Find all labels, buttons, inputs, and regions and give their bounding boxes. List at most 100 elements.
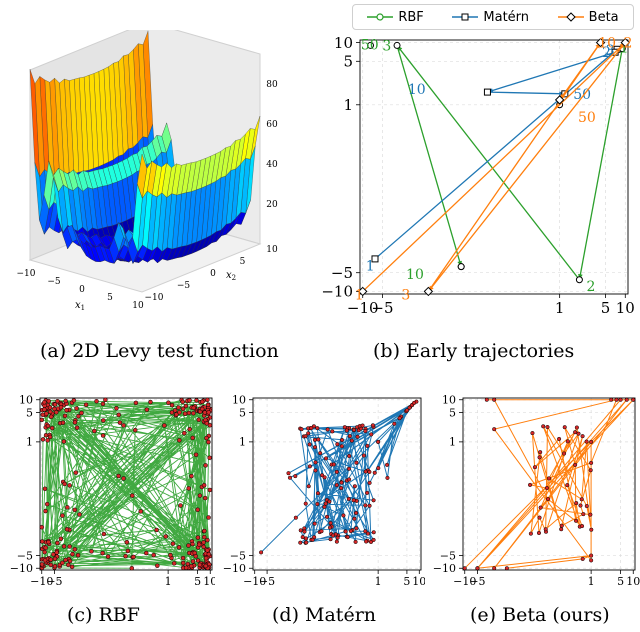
sample-point xyxy=(180,560,186,566)
sample-point xyxy=(187,398,192,403)
caption-b: (b) Early trajectories xyxy=(373,340,575,362)
sample-point xyxy=(347,434,352,439)
sample-point xyxy=(412,400,417,406)
x-tick-label: 1 xyxy=(165,575,172,588)
sample-point xyxy=(199,406,205,412)
sample-point xyxy=(187,427,192,432)
sample-point xyxy=(40,412,46,418)
sample-point xyxy=(589,553,594,558)
sample-point xyxy=(573,518,579,523)
sample-point xyxy=(293,474,298,479)
sample-point xyxy=(339,437,345,443)
sample-point xyxy=(614,397,619,402)
sample-point xyxy=(195,558,201,563)
sample-point xyxy=(624,397,629,402)
sample-point xyxy=(183,403,189,409)
sample-point xyxy=(121,423,126,428)
legend-label-rbf: RBF xyxy=(398,9,424,25)
x-tick-label: 10 xyxy=(616,299,635,317)
sample-point xyxy=(103,397,108,403)
x-tick-label: −10 xyxy=(243,575,266,588)
sample-point xyxy=(345,535,350,540)
legend-label-matern: Matérn xyxy=(483,9,530,25)
caption-a: (a) 2D Levy test function xyxy=(40,340,279,362)
sample-point xyxy=(310,537,315,542)
sample-point xyxy=(588,512,593,517)
sample-point xyxy=(60,560,65,566)
sample-point xyxy=(543,527,548,532)
sample-point xyxy=(60,420,66,425)
sample-point xyxy=(123,553,128,559)
sample-point xyxy=(205,548,210,553)
sample-point xyxy=(363,503,368,508)
sample-point xyxy=(579,497,584,502)
sample-point xyxy=(83,402,89,408)
z-tick-label: 60 xyxy=(266,120,278,130)
sample-point xyxy=(367,480,372,485)
z-tick-label: 20 xyxy=(266,200,278,210)
sample-point xyxy=(125,548,131,554)
x-tick-label: −10 xyxy=(30,575,53,588)
trajectory-segment xyxy=(362,42,626,292)
sample-point xyxy=(385,462,390,467)
sample-point xyxy=(342,425,347,430)
sample-point xyxy=(303,501,308,506)
sample-point xyxy=(532,465,538,470)
iteration-label: 10 xyxy=(406,267,424,283)
caption-e: (e) Beta (ours) xyxy=(470,604,610,626)
trajectory-segment xyxy=(396,45,462,267)
sample-point xyxy=(527,482,533,487)
x2-tick-label: 5 xyxy=(240,257,246,267)
sample-point xyxy=(330,533,336,538)
x-tick-label: −10 xyxy=(453,575,476,588)
sample-point xyxy=(44,501,50,507)
y-tick-label: 5 xyxy=(449,406,456,419)
sample-point xyxy=(190,435,195,441)
sample-point xyxy=(544,486,549,491)
sample-point xyxy=(54,410,59,415)
sample-point xyxy=(589,439,594,444)
sample-point xyxy=(312,445,317,450)
sample-point xyxy=(559,523,564,528)
y-tick-label: 10 xyxy=(19,394,33,407)
iteration-label: 10 xyxy=(408,82,426,98)
sample-point xyxy=(207,455,212,461)
sample-point xyxy=(42,486,48,492)
sample-point xyxy=(190,541,195,547)
sample-point xyxy=(100,401,106,407)
sample-point xyxy=(196,417,202,422)
sample-point xyxy=(72,507,78,513)
x1-tick-label: 10 xyxy=(132,301,144,311)
sample-point xyxy=(327,499,332,504)
sample-point xyxy=(63,557,68,563)
sample-point xyxy=(61,439,67,444)
sample-point xyxy=(154,527,159,533)
sample-point xyxy=(72,547,78,552)
legend-marker-beta xyxy=(557,12,584,22)
sample-point xyxy=(62,481,67,487)
sample-point xyxy=(202,495,208,501)
trajectory-point xyxy=(367,41,375,49)
sample-point xyxy=(327,525,333,530)
sample-point xyxy=(79,410,84,416)
sample-point xyxy=(303,434,308,439)
sample-point xyxy=(618,397,623,402)
sample-point xyxy=(43,508,48,514)
sample-point xyxy=(346,477,352,482)
x-tick-label: 5 xyxy=(601,299,611,317)
sample-point xyxy=(116,412,121,418)
x2-axis-label: x2 xyxy=(226,270,236,282)
sample-point xyxy=(355,434,360,439)
sample-point xyxy=(339,480,344,485)
y-tick-label: −10 xyxy=(223,562,246,575)
sample-point xyxy=(349,438,354,443)
sample-point xyxy=(162,423,167,428)
y-tick-label: −10 xyxy=(433,562,456,575)
y-tick-label: 10 xyxy=(442,394,456,407)
sample-point xyxy=(609,397,614,402)
x2-tick-label: −5 xyxy=(177,281,191,291)
sample-point xyxy=(339,444,344,449)
sample-point xyxy=(589,460,594,465)
legend-item-beta: Beta xyxy=(557,10,619,25)
sample-point xyxy=(75,552,81,558)
